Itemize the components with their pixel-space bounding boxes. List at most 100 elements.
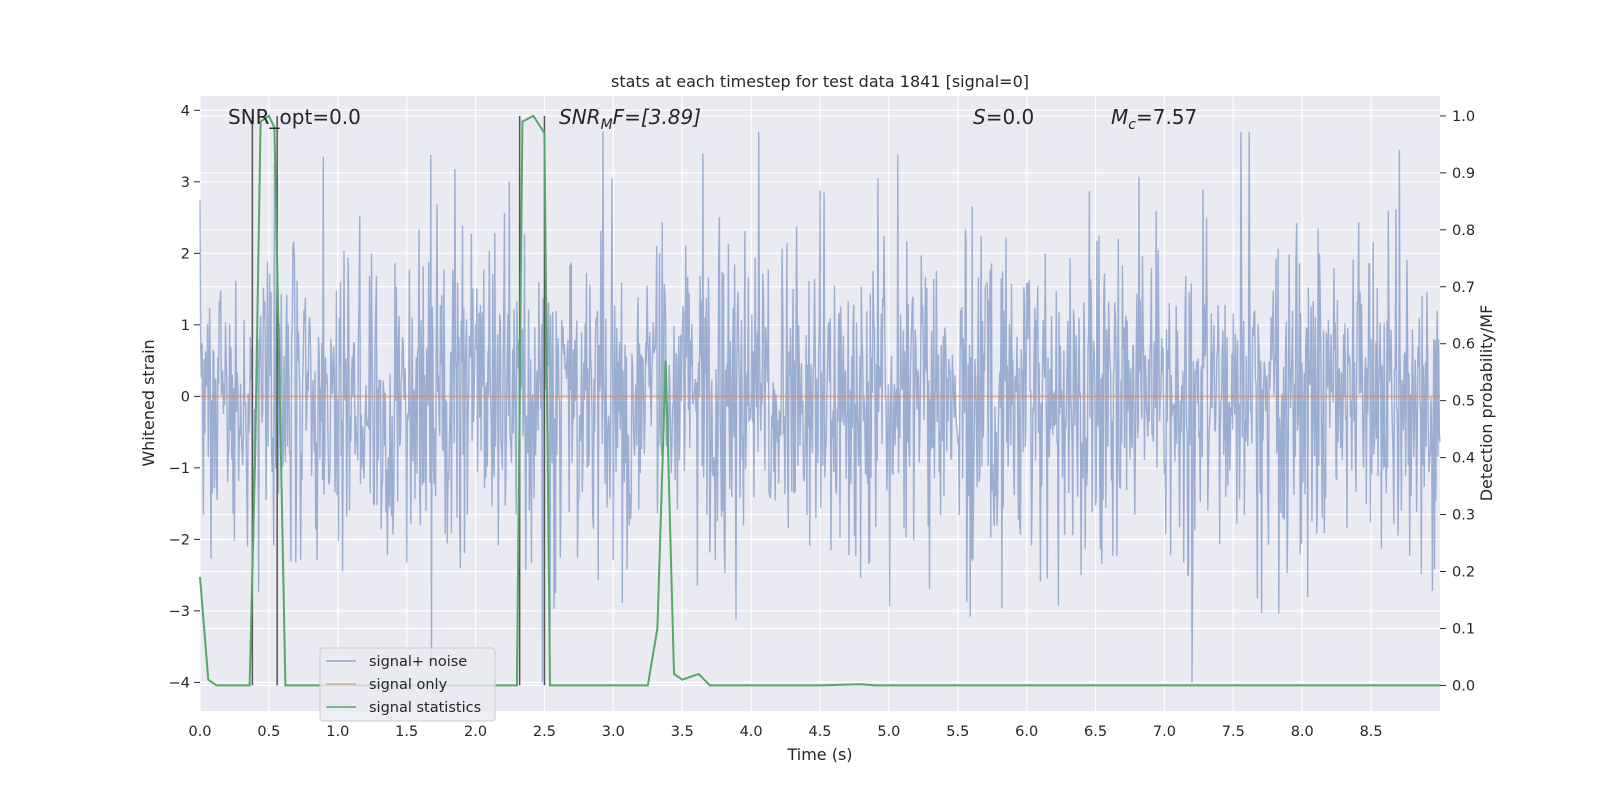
noise-series bbox=[199, 131, 1441, 683]
legend-label-stats: signal statistics bbox=[369, 700, 481, 716]
y2-tick-label: 0.2 bbox=[1452, 564, 1475, 580]
stats-point bbox=[254, 457, 256, 459]
x-tick-label: 4.0 bbox=[740, 724, 763, 740]
y-tick-label: −1 bbox=[169, 461, 190, 477]
stats-point bbox=[665, 360, 667, 362]
stats-point bbox=[249, 684, 251, 687]
x-tick-label: 1.0 bbox=[326, 724, 349, 740]
y2-tick-label: 0.0 bbox=[1452, 678, 1475, 694]
y-tick-label: 1 bbox=[181, 318, 190, 334]
x-tick-label: 7.0 bbox=[1153, 724, 1176, 740]
y2-tick-label: 0.5 bbox=[1452, 394, 1475, 410]
stats-point bbox=[888, 684, 890, 687]
y2-tick-label: 0.7 bbox=[1452, 280, 1475, 296]
y-axis-label: Whitened strain bbox=[139, 339, 158, 466]
y2-axis-ticks: 1.0 0.9 0.8 0.7 0.6 0.5 0.4 0.3 0.2 0.1 0.0 bbox=[1440, 109, 1475, 694]
stats-point bbox=[709, 684, 711, 687]
x-tick-label: 5.5 bbox=[946, 724, 969, 740]
x-tick-label: 0.5 bbox=[257, 724, 280, 740]
y2-tick-label: 0.4 bbox=[1452, 451, 1475, 467]
x-tick-label: 0.0 bbox=[188, 724, 211, 740]
y-tick-label: −3 bbox=[169, 604, 190, 620]
stats-point bbox=[293, 684, 295, 687]
y2-tick-label: 0.8 bbox=[1452, 223, 1475, 239]
x-tick-label: 8.5 bbox=[1360, 724, 1383, 740]
legend: signal+ noise signal only signal statist… bbox=[319, 647, 496, 722]
x-tick-label: 4.5 bbox=[808, 724, 831, 740]
stats-point bbox=[549, 684, 551, 687]
stats-point bbox=[224, 684, 226, 687]
stats-point bbox=[279, 400, 281, 402]
stats-point bbox=[1232, 684, 1234, 687]
stats-point bbox=[268, 115, 270, 117]
stats-point bbox=[199, 576, 201, 578]
x-tick-label: 6.0 bbox=[1015, 724, 1038, 740]
annotation-snr-mf-rest: F=[3.89] bbox=[613, 105, 701, 129]
stats-point bbox=[284, 684, 286, 687]
stats-point bbox=[521, 121, 524, 123]
x-tick-label: 2.5 bbox=[533, 724, 556, 740]
stats-point bbox=[860, 683, 862, 685]
y-tick-label: 3 bbox=[181, 175, 190, 191]
y-tick-label: 2 bbox=[181, 246, 190, 262]
legend-box bbox=[319, 647, 496, 722]
stats-point bbox=[516, 684, 518, 687]
stats-point bbox=[656, 627, 659, 630]
stats-point bbox=[1370, 684, 1372, 687]
x-tick-label: 5.0 bbox=[877, 724, 900, 740]
annotation-s-rest: =0.0 bbox=[986, 105, 1035, 129]
stats-point bbox=[532, 115, 535, 117]
annotation-snr-mf-main: SNR bbox=[559, 105, 601, 129]
annotation-s: S=0.0 bbox=[973, 105, 1034, 129]
x-tick-label: 8.0 bbox=[1291, 724, 1314, 740]
y2-tick-label: 0.1 bbox=[1452, 621, 1475, 637]
stats-point bbox=[819, 684, 821, 687]
y-tick-label: −4 bbox=[169, 675, 190, 691]
stats-point bbox=[698, 673, 700, 675]
x-tick-label: 3.5 bbox=[671, 724, 694, 740]
stats-point bbox=[750, 684, 752, 687]
y-axis-ticks: 4 3 2 1 0 −1 −2 −3 −4 bbox=[169, 103, 200, 691]
stats-point bbox=[309, 684, 311, 687]
stats-point bbox=[874, 684, 876, 687]
annotation-snr-opt: SNR_opt=0.0 bbox=[228, 105, 361, 129]
y-tick-label: 0 bbox=[181, 389, 190, 405]
stats-point bbox=[509, 684, 511, 687]
y2-tick-label: 0.9 bbox=[1452, 166, 1475, 182]
annotation-mc-main: M bbox=[1111, 105, 1128, 129]
stats-point bbox=[1301, 684, 1303, 687]
x-axis-ticks: 0.0 0.5 1.0 1.5 2.0 2.5 3.0 3.5 4.0 4.5 5.0 5.5 6.0 6… bbox=[188, 724, 1382, 740]
stats-point bbox=[957, 684, 959, 687]
x-tick-label: 6.5 bbox=[1084, 724, 1107, 740]
x-tick-label: 3.0 bbox=[602, 724, 625, 740]
stats-point bbox=[1026, 684, 1028, 687]
y2-tick-label: 1.0 bbox=[1452, 109, 1475, 125]
annotation-mc-sub: c bbox=[1128, 117, 1136, 133]
stats-point bbox=[273, 126, 275, 128]
stats-point bbox=[673, 673, 675, 675]
annotation-snr-mf: SNRMF=[3.89] bbox=[559, 105, 701, 133]
annotation-snr-mf-sub: M bbox=[601, 117, 613, 133]
y2-tick-label: 0.3 bbox=[1452, 508, 1475, 524]
annotation-mc: Mc=7.57 bbox=[1111, 105, 1197, 133]
x-axis-label: Time (s) bbox=[786, 745, 852, 764]
y2-tick-label: 0.6 bbox=[1452, 337, 1475, 353]
y2-axis-label: Detection probability/MF bbox=[1477, 305, 1496, 502]
stats-point bbox=[647, 684, 649, 687]
stats-point bbox=[260, 121, 262, 123]
x-tick-label: 2.0 bbox=[464, 724, 487, 740]
stats-point bbox=[543, 132, 546, 134]
chart-title: stats at each timestep for test data 184… bbox=[611, 72, 1029, 91]
y-tick-label: −2 bbox=[169, 532, 190, 548]
legend-label-signal-only: signal only bbox=[369, 677, 448, 693]
stats-point bbox=[240, 684, 242, 687]
stats-point bbox=[689, 676, 692, 678]
annotation-s-main: S bbox=[973, 105, 986, 129]
stats-point bbox=[557, 684, 559, 687]
stats-point bbox=[207, 679, 209, 681]
x-tick-label: 1.5 bbox=[395, 724, 418, 740]
stats-point bbox=[1095, 684, 1097, 687]
legend-label-noise: signal+ noise bbox=[369, 654, 467, 670]
stats-point bbox=[215, 684, 218, 687]
